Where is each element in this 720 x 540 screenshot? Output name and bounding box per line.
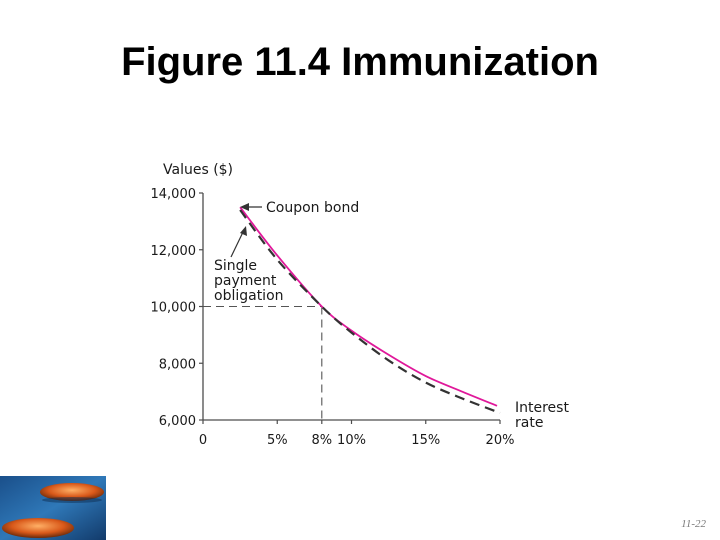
series-group: [239, 206, 501, 414]
x-tick-label: 0: [199, 433, 207, 448]
y-tick-group: 6,000 8,000 10,000 12,000 14,000: [151, 187, 203, 429]
x-tick-label: 10%: [337, 433, 366, 448]
reference-lines: [203, 305, 323, 420]
x-axis-label-line-2: rate: [515, 415, 543, 431]
x-tick-label: 8%: [311, 433, 332, 448]
x-tick-group: 0 5% 8% 10% 15% 20%: [199, 420, 515, 448]
y-tick-label: 14,000: [151, 187, 197, 202]
slide-title: Figure 11.4 Immunization: [121, 40, 599, 84]
single-arrow-head: [240, 226, 247, 236]
single-label-line-1: Single: [214, 258, 257, 274]
single-label-line-2: payment: [214, 273, 277, 289]
y-tick-label: 6,000: [159, 414, 196, 429]
coupon-bond-label: Coupon bond: [266, 200, 359, 216]
single-arrow-line: [230, 229, 245, 258]
y-tick-label: 8,000: [159, 357, 196, 372]
x-axis-label-line-1: Interest: [515, 400, 569, 416]
decorative-logo-image: [0, 476, 106, 540]
y-axis-label: Values ($): [163, 162, 233, 178]
single-payment-obligation-line: [239, 209, 501, 414]
coupon-arrow-head: [240, 203, 249, 211]
x-tick-label: 5%: [267, 433, 288, 448]
x-tick-label: 15%: [411, 433, 440, 448]
y-tick-label: 12,000: [151, 244, 197, 259]
x-tick-label: 20%: [486, 433, 515, 448]
coupon-bond-line: [239, 206, 498, 407]
page-number: 11-22: [681, 518, 706, 530]
single-label-line-3: obligation: [214, 288, 284, 304]
y-tick-label: 10,000: [151, 301, 197, 316]
